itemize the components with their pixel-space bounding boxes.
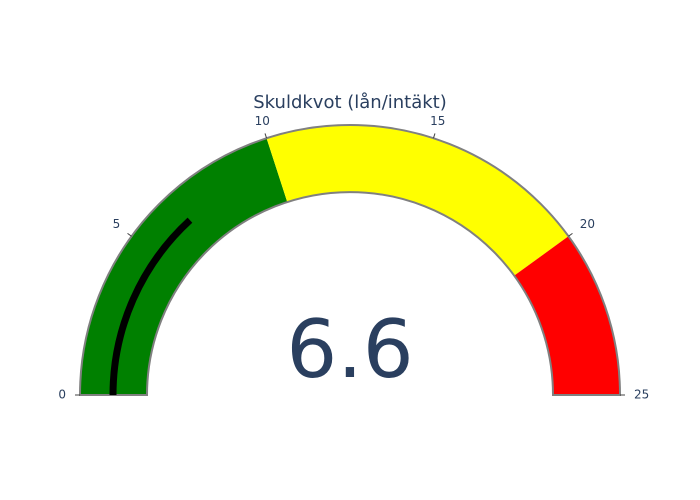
gauge-value-bar <box>109 217 193 396</box>
gauge-tick-mark <box>127 232 132 237</box>
gauge-tick-label: 15 <box>430 114 445 128</box>
gauge-tick-mark <box>432 133 436 139</box>
gauge-value-bar-group <box>109 217 193 396</box>
chart-title: Skuldkvot (lån/intäkt) <box>253 92 447 113</box>
gauge-tick-label: 0 <box>58 388 66 402</box>
gauge-tick-label: 5 <box>113 217 121 231</box>
gauge-outline <box>78 124 622 396</box>
gauge-tick-label: 10 <box>255 114 270 128</box>
gauge-ticks: 0 5 10 15 20 25 <box>58 114 649 402</box>
gauge-border <box>78 124 622 396</box>
gauge-step-2 <box>514 236 620 395</box>
gauge-tick-mark <box>568 232 573 237</box>
gauge-step-1 <box>266 124 569 276</box>
gauge-tick-label: 20 <box>580 217 595 231</box>
gauge-step-0 <box>80 138 288 395</box>
gauge-steps <box>80 124 620 395</box>
gauge-tick-label: 25 <box>634 388 649 402</box>
gauge-value: 6.6 <box>286 303 413 396</box>
gauge-tick-mark <box>264 133 268 139</box>
